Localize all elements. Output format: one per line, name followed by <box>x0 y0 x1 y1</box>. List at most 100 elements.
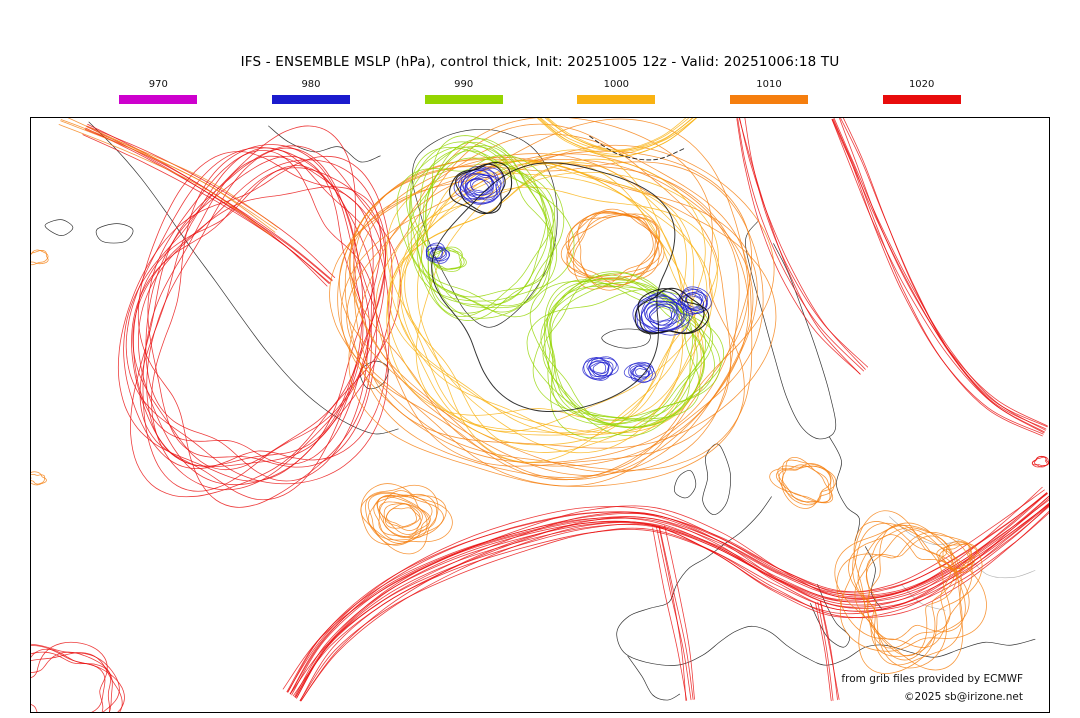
contour-path <box>300 504 1049 702</box>
contour-path <box>82 134 330 285</box>
contour-path <box>648 304 675 324</box>
contour-path <box>367 492 444 541</box>
contour-path <box>337 161 764 481</box>
map-panel: from grib files provided by ECMWF ©2025 … <box>30 117 1050 713</box>
contour-path <box>132 186 387 471</box>
contour-path <box>938 543 978 570</box>
contour-path <box>466 176 493 196</box>
contour-path <box>44 219 74 236</box>
contour-path <box>537 118 693 155</box>
contour-path <box>736 118 861 375</box>
legend-swatch <box>882 95 961 104</box>
legend-swatch <box>729 95 808 104</box>
contour-path <box>819 601 840 700</box>
contour-path <box>287 489 1045 693</box>
contour-path <box>658 526 687 701</box>
contour-path <box>465 173 494 199</box>
legend-item: 1010 <box>693 79 846 104</box>
contour-path <box>775 464 831 503</box>
contour-path <box>386 172 713 454</box>
map-canvas <box>31 118 1049 712</box>
legend-swatch <box>424 95 503 104</box>
legend-swatch <box>119 95 198 104</box>
contour-path <box>349 156 758 467</box>
contour-path <box>352 158 749 480</box>
contour-path <box>457 168 499 204</box>
contour-path <box>656 526 692 701</box>
contour-path <box>777 465 837 506</box>
legend-label: 970 <box>148 79 168 90</box>
legend-item: 980 <box>235 79 388 104</box>
contour-path <box>544 118 697 152</box>
contour-path <box>87 123 333 281</box>
contour-path <box>842 118 1048 428</box>
contour-path <box>548 271 713 439</box>
contour-path <box>592 362 607 374</box>
contour-path <box>282 486 1043 690</box>
contour-path <box>601 328 651 349</box>
contour-path <box>532 285 721 418</box>
contour-path <box>565 211 660 288</box>
contour-path <box>131 167 386 467</box>
contour-path <box>410 147 575 302</box>
contour-path <box>359 360 389 390</box>
legend-item: 1020 <box>845 79 998 104</box>
contour-path <box>406 146 556 309</box>
attribution-source: from grib files provided by ECMWF <box>841 673 1023 685</box>
contour-path <box>685 293 703 309</box>
contour-path <box>31 652 123 712</box>
contour-path <box>138 159 382 486</box>
contour-path <box>544 279 715 424</box>
legend-label: 1000 <box>603 79 630 90</box>
contour-path <box>31 641 108 712</box>
contour-path <box>686 295 702 308</box>
contour-path <box>820 601 838 701</box>
contour-path <box>616 496 1036 666</box>
contour-path <box>31 250 49 265</box>
contour-path <box>142 155 386 492</box>
contour-path <box>815 602 832 702</box>
contour-path <box>682 292 705 312</box>
contour-path <box>550 281 707 426</box>
contour-path <box>375 123 732 467</box>
contour-path <box>865 529 956 657</box>
contour-path <box>839 522 987 652</box>
contour-path <box>84 128 328 287</box>
contour-path <box>838 118 1049 427</box>
contour-path <box>449 162 513 215</box>
contour-path <box>567 208 660 281</box>
legend: 970 980 990 1000 1010 1020 <box>82 79 998 104</box>
contour-path <box>432 248 443 259</box>
contour-path <box>400 160 687 453</box>
contour-path <box>376 496 431 538</box>
contour-path <box>95 223 134 244</box>
contour-path <box>125 147 389 485</box>
contour-path <box>299 512 1049 701</box>
contour-path <box>60 120 276 233</box>
contour-path <box>460 172 502 200</box>
contour-path <box>299 510 1049 701</box>
contour-path <box>526 289 712 419</box>
contour-path <box>88 121 399 435</box>
contour-path <box>399 162 697 443</box>
contour-path <box>834 522 964 671</box>
legend-label: 980 <box>301 79 321 90</box>
legend-swatch <box>577 95 656 104</box>
contour-path <box>377 494 430 538</box>
contour-path <box>738 118 861 375</box>
contour-path <box>583 356 617 381</box>
contour-path <box>778 463 832 504</box>
contour-path <box>385 503 421 529</box>
contour-path <box>340 150 753 464</box>
legend-label: 1020 <box>908 79 935 90</box>
contour-path <box>426 244 451 262</box>
contour-path <box>942 543 972 573</box>
contour-path <box>389 171 719 446</box>
legend-item: 970 <box>82 79 235 104</box>
contour-path <box>387 158 706 436</box>
contour-path <box>867 524 951 649</box>
legend-item: 990 <box>387 79 540 104</box>
contour-path <box>404 186 718 432</box>
contour-path <box>268 125 381 163</box>
